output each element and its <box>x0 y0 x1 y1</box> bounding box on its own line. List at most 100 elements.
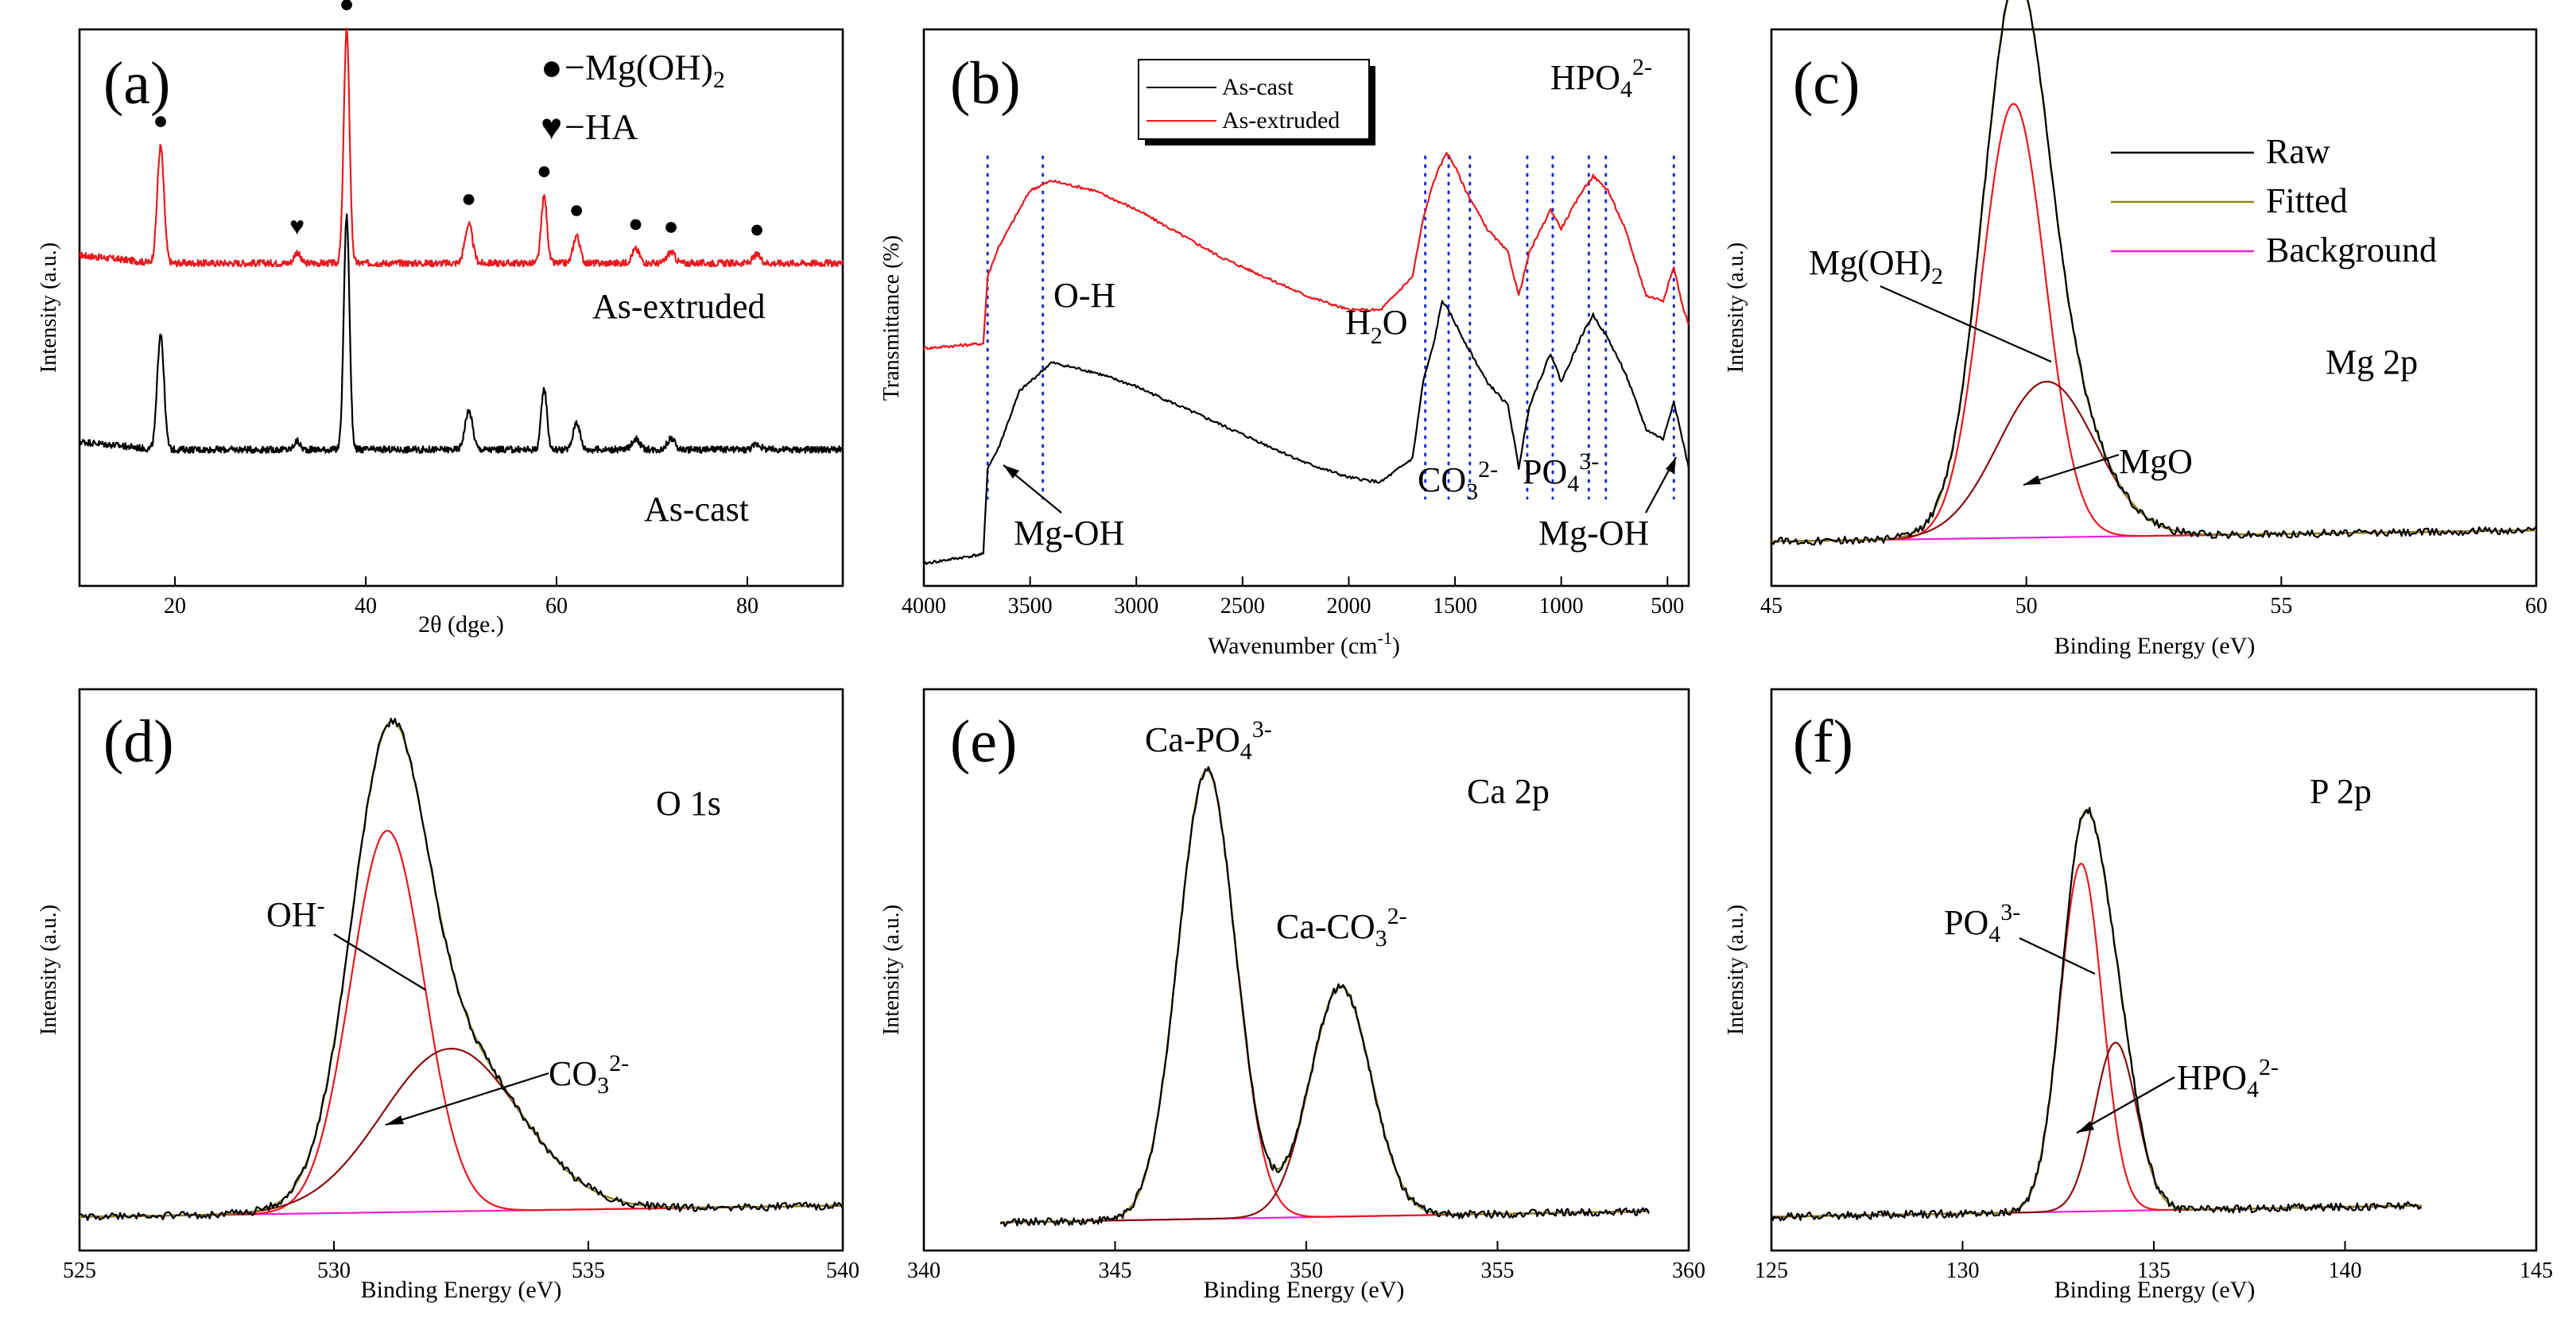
panel-a-peak-marker: ● <box>569 195 584 223</box>
panel-a: 20 40 60 80 ● ● ● ● ● ● ● ● ♥ (a) 2θ (dge.) Intensi… <box>37 0 844 638</box>
panel-e-x-title: Binding Energy (eV) <box>1204 1277 1405 1303</box>
panel-a-x-tick-label: 60 <box>545 594 568 619</box>
panel-c-component-2-arrowhead <box>2023 475 2041 485</box>
panel-d-element-label: O 1s <box>656 784 721 823</box>
panel-f-curves <box>1770 807 2423 1222</box>
panel-e-frame <box>922 688 1690 1252</box>
panel-d: 525 530 535 540 (d) Binding Energy (eV) Int… <box>37 688 859 1303</box>
panel-c-label: (c) <box>1793 50 1860 117</box>
panel-b: 4000 3500 3000 2500 2000 1500 1000 500 (b) Wave… <box>879 28 1690 659</box>
panel-c-x-tick-label: 50 <box>2015 594 2038 619</box>
panel-b-label: (b) <box>950 50 1021 117</box>
panel-e-x-tick-label: 360 <box>1672 1258 1705 1283</box>
panel-e-component-1 <box>1000 769 1649 1223</box>
panel-b-mgoh-right-label: Mg-OH <box>1538 514 1649 553</box>
panel-d-component-1-arrow <box>333 933 426 991</box>
panel-c-x-tick-label: 55 <box>2270 594 2292 619</box>
panel-e-component-1-label: Ca-PO43- <box>1145 716 1272 765</box>
panel-b-x-tick-label: 1000 <box>1539 594 1584 619</box>
panel-e-x-tick-label: 345 <box>1099 1258 1132 1283</box>
panel-d-x-tick-label: 530 <box>317 1258 351 1283</box>
panel-b-x-tick-label: 3000 <box>1114 594 1158 619</box>
panel-d-x-tick-label: 535 <box>572 1258 605 1283</box>
panel-f-component-2-arrowhead <box>2077 1121 2094 1133</box>
panel-a-peak-marker: ● <box>749 215 764 243</box>
panel-a-x-tick-label: 20 <box>164 594 186 619</box>
panel-e-curves <box>999 766 1651 1227</box>
panel-e: 340 345 350 355 360 (e) Binding Energy (eV) … <box>879 688 1705 1303</box>
panel-b-x-title: Wavenumber (cm-1) <box>1208 628 1400 659</box>
panel-b-legend-extruded: As-extruded <box>1222 107 1340 134</box>
panel-c-x-title: Binding Energy (eV) <box>2054 633 2256 659</box>
panel-a-series-as-extruded <box>79 27 844 268</box>
panel-d-component-1-label: OH- <box>266 893 325 934</box>
panel-a-peak-markers: ● ● ● ● ● ● ● ● ♥ <box>153 0 764 243</box>
panel-b-x-tick-label: 500 <box>1651 594 1684 619</box>
panel-c-raw <box>1771 0 2537 546</box>
panel-f-component-2-arrow <box>2076 1076 2175 1134</box>
panel-f-y-title: Intensity (a.u.) <box>1724 905 1748 1035</box>
panel-e-element-label: Ca 2p <box>1467 772 1550 811</box>
panel-c-x-ticks: 45 50 55 60 <box>1760 576 2547 619</box>
panel-e-fitted <box>1000 769 1649 1223</box>
panel-c-component-1-arrow <box>1880 285 2052 363</box>
panel-b-oh-label: O-H <box>1053 276 1115 315</box>
panel-b-x-tick-label: 2500 <box>1220 594 1265 619</box>
panel-a-label: (a) <box>103 50 170 117</box>
panel-a-y-title: Intensity (a.u.) <box>37 242 61 373</box>
panel-a-legend-text-2: −HA <box>564 107 638 147</box>
panel-f-x-ticks: 125 130 135 140 145 <box>1755 1241 2553 1283</box>
panel-a-curves <box>78 27 844 454</box>
panel-b-x-tick-label: 4000 <box>902 594 946 619</box>
panel-b-curves <box>923 151 1690 565</box>
panel-b-legend-box <box>1138 59 1370 140</box>
panel-b-po4-label: PO43- <box>1523 448 1599 497</box>
panel-a-frame <box>78 28 844 588</box>
panel-f-component-1-arrow <box>2019 937 2096 975</box>
panel-f-x-tick-label: 140 <box>2329 1258 2362 1283</box>
panel-d-x-ticks: 525 530 535 540 <box>63 1241 859 1283</box>
panel-a-legend-marker-1: ● <box>541 47 563 87</box>
panel-b-mgoh-right-arrowhead <box>1666 457 1676 474</box>
panel-f-frame <box>1770 688 2538 1252</box>
panel-b-y-title: Transmittance (%) <box>879 235 904 401</box>
panel-f-x-tick-label: 145 <box>2520 1258 2553 1283</box>
panel-e-x-tick-label: 340 <box>907 1258 941 1283</box>
panel-b-band-lines <box>986 155 1675 500</box>
panel-a-legend-marker-2: ♥ <box>541 107 562 147</box>
panel-a-x-tick-label: 40 <box>355 594 377 619</box>
panel-d-x-tick-label: 525 <box>63 1258 96 1283</box>
panel-b-h2o-label: H2O <box>1345 303 1408 349</box>
panel-e-component-2 <box>1000 985 1649 1223</box>
panel-c-curves <box>1771 0 2537 546</box>
panel-f: 125 130 135 140 145 (f) Binding Energy (eV) … <box>1724 688 2553 1303</box>
panel-c: 45 50 55 60 (c) Binding Energy (eV) Intensi… <box>1724 0 2547 659</box>
panel-a-peak-marker: ● <box>339 0 354 17</box>
panel-e-x-tick-label: 355 <box>1481 1258 1515 1283</box>
panel-d-frame <box>78 688 844 1252</box>
panel-d-component-1 <box>80 829 844 1218</box>
panel-f-label: (f) <box>1793 708 1853 775</box>
panel-c-component-2-label: MgO <box>2119 442 2193 481</box>
panel-d-curves <box>79 717 844 1221</box>
panel-d-raw <box>79 717 844 1221</box>
panel-b-x-tick-label: 1500 <box>1433 594 1477 619</box>
panel-b-hpo4-label: HPO42- <box>1550 54 1652 103</box>
panel-f-component-1-label: PO43- <box>1944 899 2020 948</box>
panel-b-co3-label: CO32- <box>1418 456 1498 505</box>
panel-a-series-as-cast <box>78 213 844 454</box>
panel-f-x-tick-label: 130 <box>1946 1258 1980 1283</box>
panel-d-fitted <box>80 719 844 1218</box>
panel-c-legend-fitted: Fitted <box>2266 181 2348 220</box>
panel-d-y-title: Intensity (a.u.) <box>37 905 61 1035</box>
panel-f-element-label: P 2p <box>2310 772 2372 811</box>
panel-d-component-2-label: CO32- <box>549 1050 629 1099</box>
panel-c-component-1-label: Mg(OH)2 <box>1809 243 1943 289</box>
panel-f-x-title: Binding Energy (eV) <box>2054 1277 2256 1303</box>
panel-c-x-tick-label: 45 <box>1760 594 1783 619</box>
panel-f-raw <box>1770 807 2423 1222</box>
panel-f-x-tick-label: 125 <box>1755 1258 1788 1283</box>
panel-a-peak-marker: ● <box>537 156 552 184</box>
panel-b-mgoh-left-label: Mg-OH <box>1014 514 1124 553</box>
